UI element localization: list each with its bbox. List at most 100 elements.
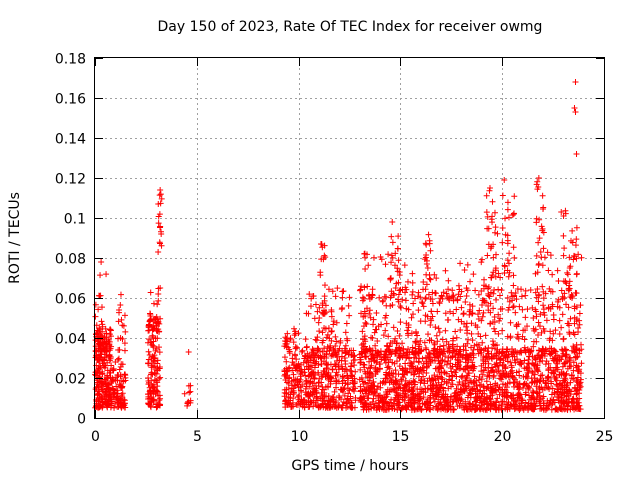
data-point xyxy=(411,354,418,361)
data-point xyxy=(397,286,404,293)
data-point xyxy=(540,229,547,236)
data-point xyxy=(457,326,464,333)
data-point xyxy=(478,302,485,309)
data-point xyxy=(384,354,391,361)
data-point xyxy=(466,383,473,390)
data-point xyxy=(104,367,111,374)
data-point xyxy=(343,347,350,354)
data-point xyxy=(480,309,487,316)
data-point xyxy=(431,398,438,405)
data-point xyxy=(361,386,368,393)
data-point xyxy=(436,329,443,336)
data-point xyxy=(572,289,579,296)
data-point xyxy=(396,404,403,411)
data-point xyxy=(571,384,578,391)
data-point xyxy=(392,350,399,357)
data-point xyxy=(458,396,465,403)
data-point xyxy=(290,339,297,346)
data-point xyxy=(513,296,520,303)
data-point xyxy=(338,306,345,313)
data-point xyxy=(412,406,419,413)
data-point xyxy=(345,351,352,358)
data-point xyxy=(453,348,460,355)
data-point xyxy=(469,303,476,310)
data-point xyxy=(290,371,297,378)
data-point xyxy=(399,394,406,401)
data-point xyxy=(327,361,334,368)
data-point xyxy=(99,399,106,406)
data-point xyxy=(492,224,499,231)
data-point xyxy=(563,280,570,287)
data-point xyxy=(525,360,532,367)
data-point xyxy=(187,388,194,395)
data-point xyxy=(545,373,552,380)
data-point xyxy=(548,397,555,404)
data-point xyxy=(98,259,105,265)
data-point xyxy=(559,363,566,370)
data-point xyxy=(101,339,108,346)
data-point xyxy=(408,369,415,376)
data-point xyxy=(328,353,335,360)
data-point xyxy=(383,398,390,405)
data-point xyxy=(403,305,410,312)
data-point xyxy=(378,321,385,328)
data-point xyxy=(298,388,305,395)
data-point xyxy=(549,271,556,278)
data-point xyxy=(365,380,372,387)
data-point xyxy=(284,379,291,386)
data-point xyxy=(325,384,332,391)
data-point xyxy=(328,327,335,334)
data-point xyxy=(551,347,558,354)
data-point xyxy=(409,291,416,298)
data-point xyxy=(393,401,400,408)
data-point xyxy=(350,347,357,354)
data-point xyxy=(423,281,430,288)
data-point xyxy=(145,360,152,367)
data-point xyxy=(422,286,429,293)
data-point xyxy=(357,359,364,366)
data-point xyxy=(551,348,558,355)
data-point xyxy=(546,350,553,357)
data-point xyxy=(313,358,320,365)
data-point xyxy=(538,405,545,412)
data-point xyxy=(540,295,547,302)
data-point xyxy=(158,242,165,249)
data-point xyxy=(561,245,568,252)
data-point xyxy=(470,363,477,370)
data-point xyxy=(440,289,447,296)
data-point xyxy=(373,310,380,317)
data-point xyxy=(105,386,112,393)
data-point xyxy=(395,298,402,305)
data-point xyxy=(434,365,441,372)
data-point xyxy=(314,369,321,376)
data-point xyxy=(539,192,546,199)
data-point xyxy=(108,393,115,400)
data-point xyxy=(575,363,582,370)
data-point xyxy=(103,271,110,278)
data-point xyxy=(380,332,387,339)
data-point xyxy=(499,390,506,397)
data-point xyxy=(573,255,580,262)
data-point xyxy=(372,368,379,375)
data-point xyxy=(114,387,121,394)
data-point xyxy=(525,369,532,376)
data-point xyxy=(299,382,306,389)
data-point xyxy=(498,405,505,412)
data-point xyxy=(311,375,318,382)
data-point xyxy=(551,390,558,397)
data-point xyxy=(576,321,583,328)
data-point xyxy=(469,367,476,374)
data-point xyxy=(494,395,501,402)
y-tick-label: 0.04 xyxy=(55,332,86,348)
data-point xyxy=(547,252,554,259)
data-point xyxy=(463,293,470,300)
data-point xyxy=(474,386,481,393)
data-point xyxy=(406,349,413,356)
data-point xyxy=(443,290,450,297)
data-point xyxy=(498,287,505,294)
data-point xyxy=(148,369,155,376)
data-point xyxy=(386,372,393,379)
data-point xyxy=(537,248,544,255)
data-point xyxy=(522,349,529,356)
data-point xyxy=(486,395,493,402)
